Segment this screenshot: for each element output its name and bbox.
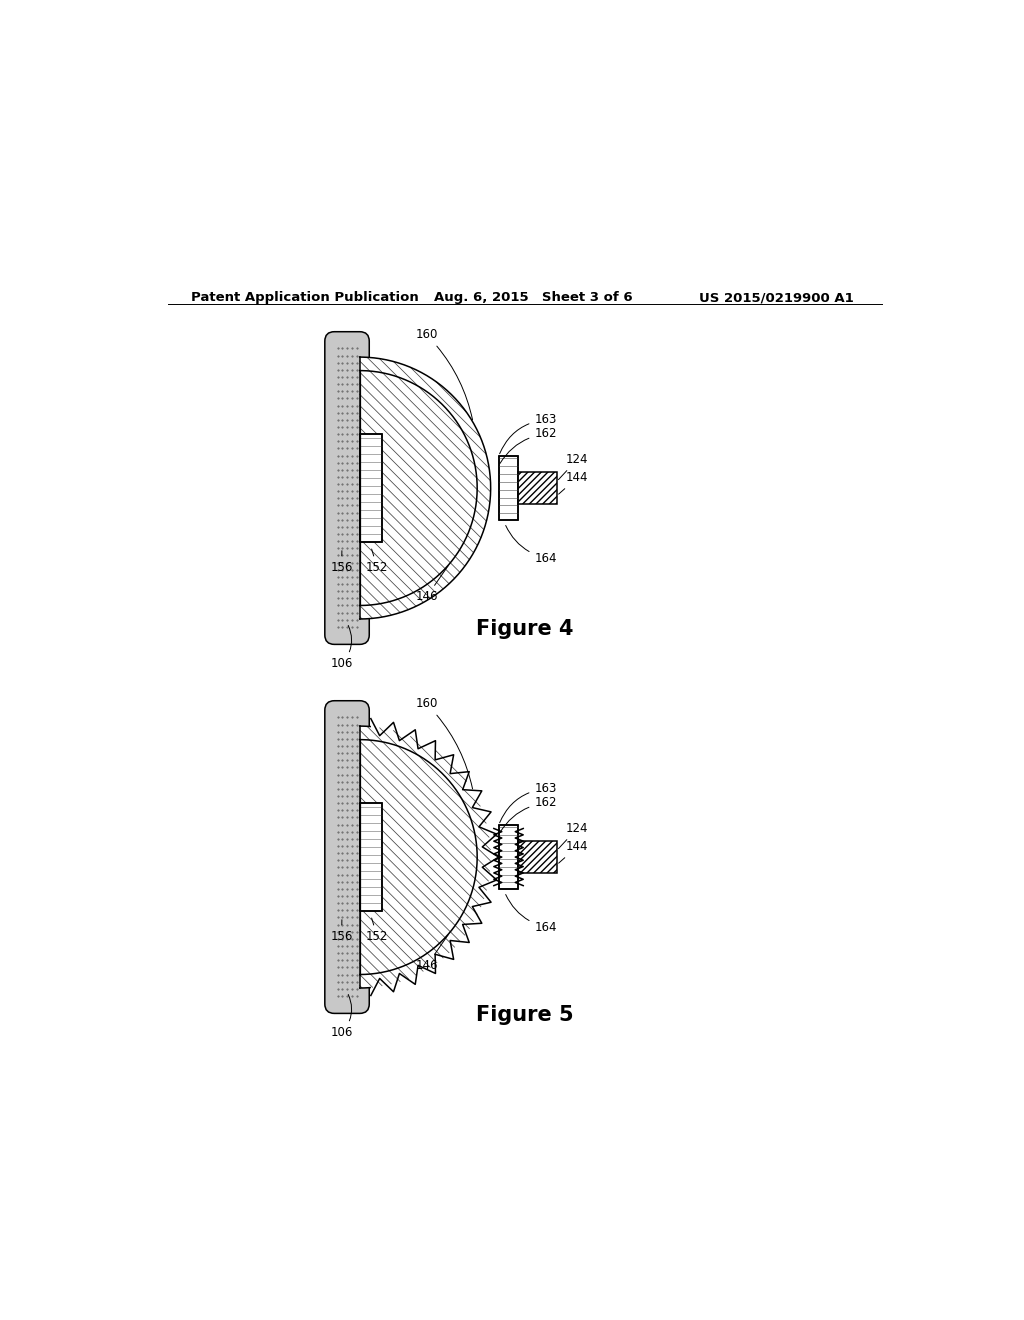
Text: Patent Application Publication: Patent Application Publication	[191, 292, 419, 304]
Polygon shape	[359, 358, 490, 619]
Text: 164: 164	[506, 895, 557, 933]
Text: 162: 162	[500, 428, 557, 463]
Text: 162: 162	[500, 796, 557, 833]
Bar	[359, 434, 382, 541]
Text: 163: 163	[500, 783, 557, 822]
Text: 156: 156	[331, 920, 352, 944]
Text: 144: 144	[559, 471, 589, 494]
Text: 152: 152	[367, 917, 388, 944]
FancyBboxPatch shape	[325, 701, 370, 1014]
Text: 106: 106	[331, 994, 352, 1039]
Polygon shape	[359, 726, 490, 987]
Bar	[359, 804, 382, 911]
Bar	[499, 825, 518, 888]
Text: 146: 146	[416, 935, 449, 973]
Text: 160: 160	[416, 697, 472, 789]
Text: US 2015/0219900 A1: US 2015/0219900 A1	[699, 292, 854, 304]
Text: Aug. 6, 2015  Sheet 3 of 6: Aug. 6, 2015 Sheet 3 of 6	[433, 292, 632, 304]
FancyBboxPatch shape	[325, 331, 370, 644]
Bar	[359, 434, 382, 541]
Text: 124: 124	[558, 453, 589, 479]
Bar	[518, 473, 557, 504]
Text: 124: 124	[558, 822, 589, 849]
Text: 163: 163	[500, 413, 557, 454]
Bar	[518, 841, 557, 873]
Text: 152: 152	[367, 549, 388, 574]
Bar	[499, 825, 518, 888]
Text: 164: 164	[506, 525, 557, 565]
Text: 156: 156	[331, 550, 352, 574]
Text: 160: 160	[416, 329, 472, 420]
Text: 146: 146	[416, 566, 449, 603]
Text: Figure 4: Figure 4	[476, 619, 573, 639]
Bar	[359, 804, 382, 911]
Text: Figure 5: Figure 5	[476, 1006, 573, 1026]
Text: 144: 144	[559, 840, 589, 863]
Text: 106: 106	[331, 626, 352, 671]
Bar	[499, 457, 518, 520]
Bar	[499, 457, 518, 520]
